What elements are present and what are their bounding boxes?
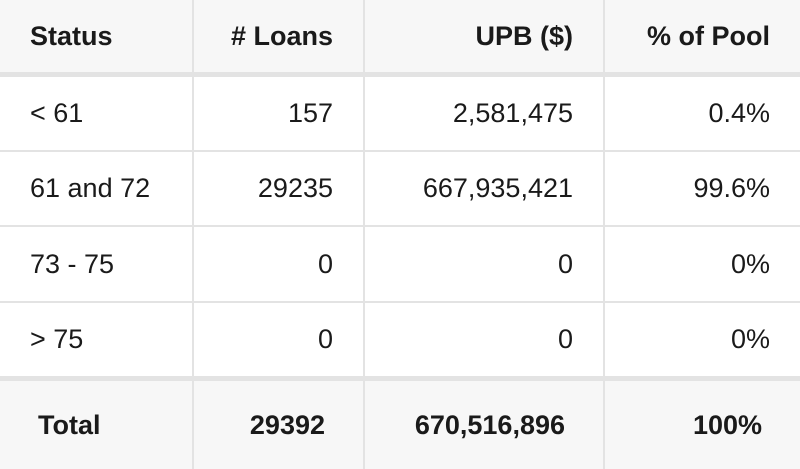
header-upb: UPB ($)	[363, 0, 605, 77]
table-header: Status # Loans UPB ($) % of Pool	[0, 0, 800, 77]
table-body: < 61 157 2,581,475 0.4% 61 and 72 29235 …	[0, 73, 800, 380]
total-row: Total 29392 670,516,896 100%	[0, 376, 800, 469]
header-status: Status	[0, 0, 194, 77]
total-pct-pool: 100%	[603, 376, 800, 469]
row-status: > 75	[0, 300, 194, 380]
row-status: < 61	[0, 73, 194, 153]
row-upb: 0	[363, 300, 605, 380]
row-pct-pool: 0.4%	[603, 73, 800, 153]
header-row: Status # Loans UPB ($) % of Pool	[0, 0, 800, 77]
row-upb: 0	[363, 225, 605, 303]
table-row: 61 and 72 29235 667,935,421 99.6%	[0, 150, 800, 228]
table-row: < 61 157 2,581,475 0.4%	[0, 73, 800, 153]
row-loans: 157	[192, 73, 365, 153]
row-loans: 0	[192, 225, 365, 303]
table-row: 73 - 75 0 0 0%	[0, 225, 800, 303]
header-pct-pool: % of Pool	[603, 0, 800, 77]
header-loans: # Loans	[192, 0, 365, 77]
total-loans: 29392	[192, 376, 365, 469]
row-upb: 667,935,421	[363, 150, 605, 228]
row-upb: 2,581,475	[363, 73, 605, 153]
total-label: Total	[0, 376, 194, 469]
row-status: 61 and 72	[0, 150, 194, 228]
total-upb: 670,516,896	[363, 376, 605, 469]
row-loans: 0	[192, 300, 365, 380]
row-status: 73 - 75	[0, 225, 194, 303]
table-row: > 75 0 0 0%	[0, 300, 800, 380]
row-loans: 29235	[192, 150, 365, 228]
row-pct-pool: 99.6%	[603, 150, 800, 228]
row-pct-pool: 0%	[603, 300, 800, 380]
table-footer: Total 29392 670,516,896 100%	[0, 376, 800, 469]
row-pct-pool: 0%	[603, 225, 800, 303]
